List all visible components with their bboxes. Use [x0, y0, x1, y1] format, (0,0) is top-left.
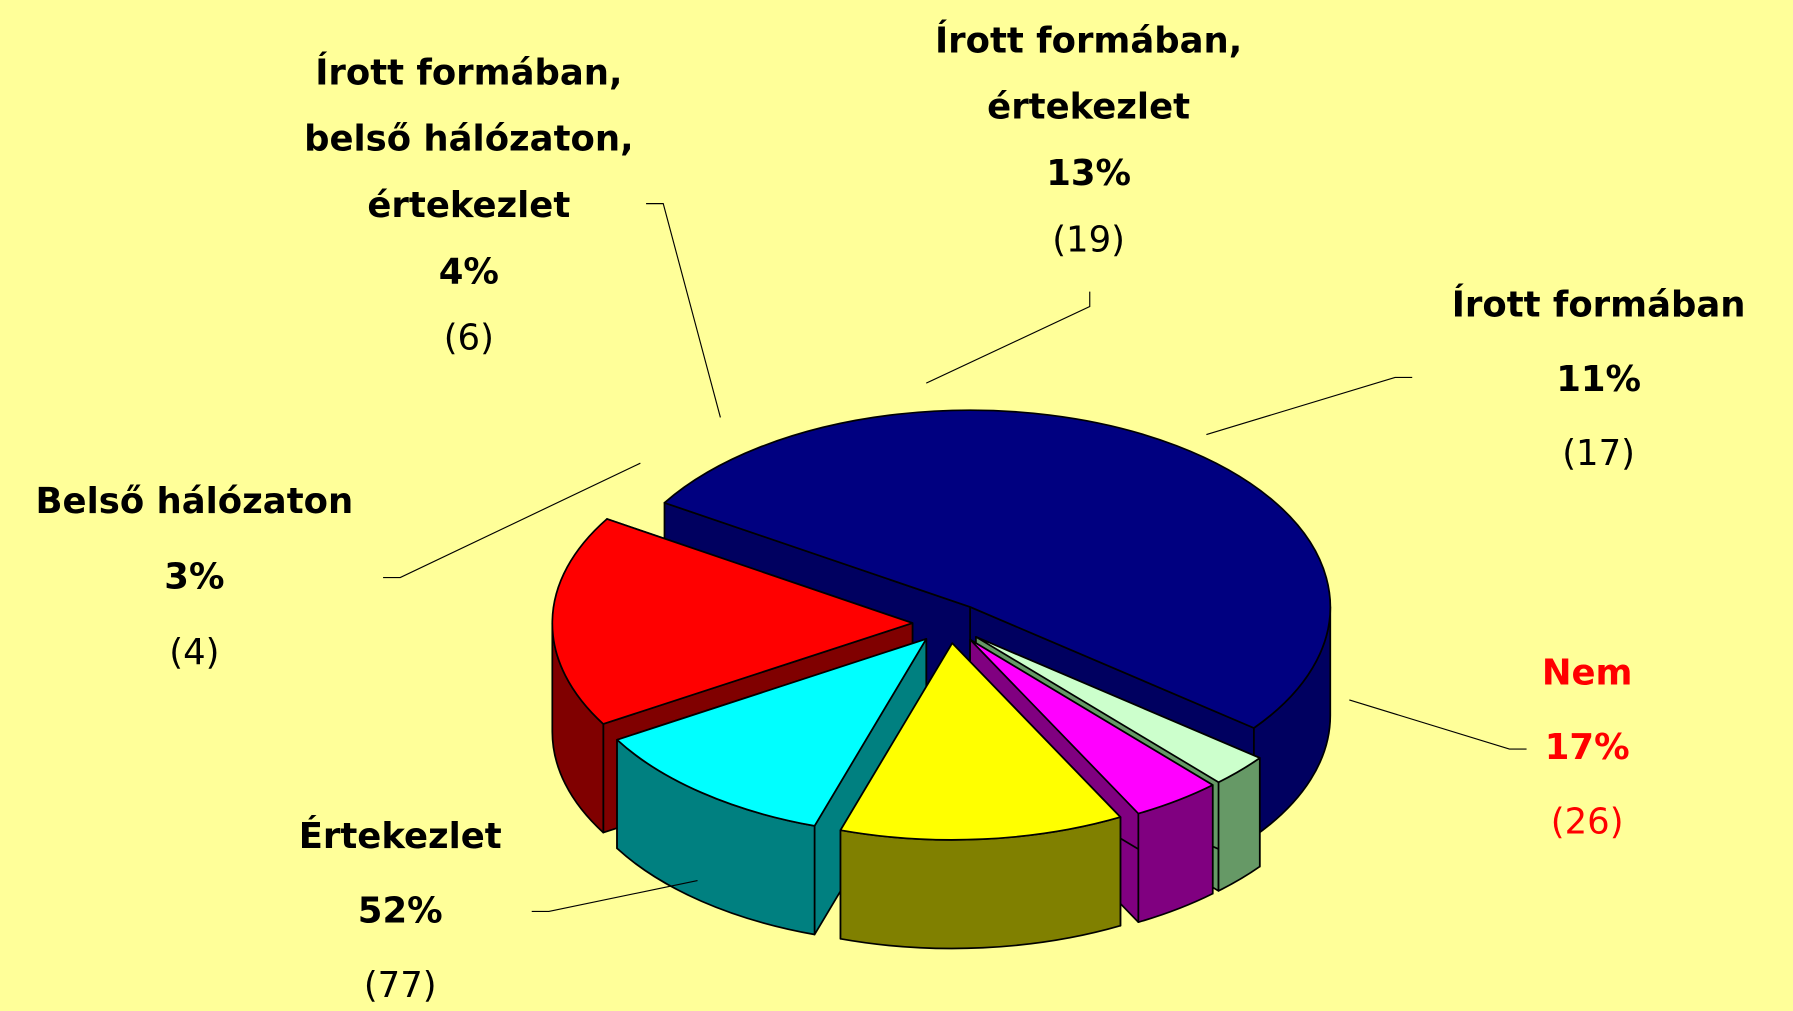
slice-label: Értekezlet [299, 815, 502, 857]
count-label: (26) [1551, 801, 1624, 842]
leader-line [646, 203, 721, 418]
slice [975, 636, 1261, 784]
slice-label: értekezlet [987, 87, 1190, 128]
count-label: (19) [1052, 219, 1125, 260]
leader-line [1349, 699, 1527, 750]
slice-label: belső hálózaton, [304, 119, 633, 160]
percent-label: 11% [1556, 359, 1641, 400]
leader-line [531, 880, 698, 913]
leader-line [1206, 376, 1413, 436]
percent-label: 13% [1046, 153, 1131, 194]
slice [663, 409, 1332, 729]
leader-line [925, 291, 1091, 384]
slice-label: Írott formában, [935, 19, 1242, 61]
slice-label: értekezlet [367, 185, 570, 226]
slice-label: Belső hálózaton [36, 481, 354, 522]
slice [969, 638, 1214, 815]
slice [551, 518, 914, 725]
count-label: (4) [169, 632, 219, 673]
percent-label: 17% [1545, 727, 1630, 768]
slice-label: Nem [1542, 653, 1633, 694]
leader-line [383, 462, 641, 579]
slice-label: Írott formában [1452, 284, 1746, 326]
percent-label: 4% [439, 251, 499, 292]
slice [616, 638, 928, 827]
count-label: (77) [364, 965, 437, 1006]
percent-label: 3% [164, 557, 224, 598]
slice [839, 642, 1122, 841]
percent-label: 52% [358, 891, 443, 932]
slice-label: Írott formában, [315, 51, 622, 93]
count-label: (6) [444, 318, 494, 359]
count-label: (17) [1562, 433, 1635, 474]
